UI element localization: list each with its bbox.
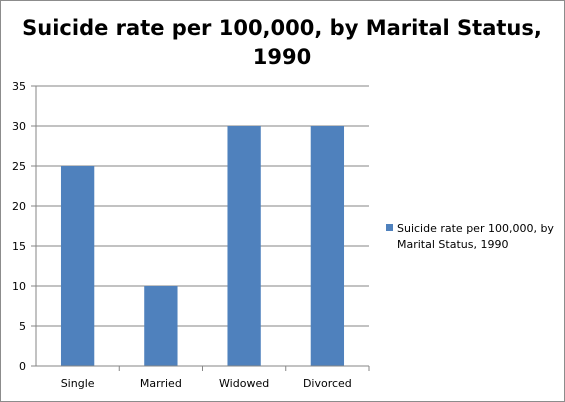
axes <box>31 85 370 371</box>
bar <box>310 126 345 366</box>
chart-title-line-2: 1990 <box>253 45 311 69</box>
bars <box>60 126 345 366</box>
y-tick-label: 20 <box>12 200 26 213</box>
x-tick-label: Single <box>61 377 95 390</box>
y-tick-label: 30 <box>12 120 26 133</box>
y-tick-label: 0 <box>19 360 26 373</box>
x-tick-label: Widowed <box>219 377 269 390</box>
x-tick-labels: Single Married Widowed Divorced <box>61 377 352 390</box>
y-tick-label: 15 <box>12 240 26 253</box>
legend-swatch <box>386 224 393 231</box>
y-tick-label: 25 <box>12 160 26 173</box>
y-tick-label: 35 <box>12 80 26 93</box>
x-tick-label: Divorced <box>303 377 352 390</box>
chart-title: Suicide rate per 100,000, by Marital Sta… <box>22 16 542 69</box>
bar <box>227 126 261 366</box>
legend-label-line-2: Marital Status, 1990 <box>397 238 508 251</box>
bar <box>144 286 178 366</box>
x-tick-label: Married <box>140 377 182 390</box>
y-tick-label: 5 <box>19 320 26 333</box>
legend-label-line-1: Suicide rate per 100,000, by <box>397 222 554 235</box>
bar <box>60 166 95 366</box>
legend: Suicide rate per 100,000, by Marital Sta… <box>386 222 554 251</box>
y-tick-label: 10 <box>12 280 26 293</box>
chart-title-line-1: Suicide rate per 100,000, by Marital Sta… <box>22 16 542 40</box>
y-tick-labels: 0 5 10 15 20 25 30 35 <box>12 80 26 373</box>
